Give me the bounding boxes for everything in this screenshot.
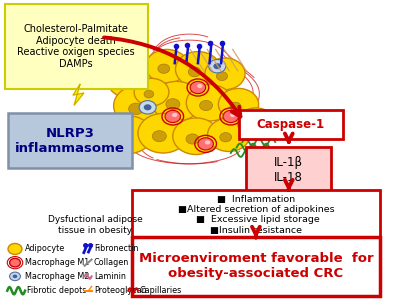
Text: IL-1β
IL-18: IL-1β IL-18	[274, 156, 303, 184]
FancyBboxPatch shape	[8, 114, 132, 168]
Circle shape	[223, 110, 238, 122]
Circle shape	[10, 272, 20, 281]
Circle shape	[190, 81, 206, 94]
Text: Cholesterol-Palmitate
Adipocyte death
Reactive oxigen species
DAMPs: Cholesterol-Palmitate Adipocyte death Re…	[17, 24, 135, 69]
Text: ■  Inflammation
■Altered secretion of adipokines
 ■  Excessive lipid storage
■In: ■ Inflammation ■Altered secretion of adi…	[178, 195, 334, 235]
Circle shape	[152, 131, 166, 142]
Circle shape	[230, 102, 241, 111]
Circle shape	[220, 132, 232, 142]
Circle shape	[237, 108, 274, 137]
Circle shape	[248, 121, 258, 129]
FancyBboxPatch shape	[4, 4, 148, 89]
Circle shape	[158, 64, 170, 73]
Circle shape	[139, 101, 156, 114]
Text: Fibrotic depots: Fibrotic depots	[27, 286, 86, 295]
Circle shape	[200, 100, 212, 110]
Circle shape	[213, 63, 221, 69]
Circle shape	[198, 138, 213, 150]
Circle shape	[197, 84, 202, 88]
Circle shape	[134, 78, 169, 106]
Text: Dysfuctional adipose
tissue in obesity: Dysfuctional adipose tissue in obesity	[48, 215, 143, 235]
Circle shape	[138, 114, 188, 153]
Circle shape	[114, 85, 166, 126]
FancyBboxPatch shape	[132, 237, 380, 296]
Circle shape	[107, 62, 154, 98]
Circle shape	[120, 77, 133, 88]
Text: Capillaries: Capillaries	[139, 286, 181, 295]
Text: Collagen: Collagen	[94, 258, 129, 267]
FancyBboxPatch shape	[132, 189, 380, 240]
Circle shape	[8, 244, 22, 254]
Circle shape	[218, 88, 259, 120]
Circle shape	[172, 113, 178, 117]
Circle shape	[104, 116, 152, 154]
Text: Fibronectin: Fibronectin	[94, 244, 138, 253]
Circle shape	[186, 134, 199, 144]
Circle shape	[152, 81, 202, 121]
Circle shape	[230, 113, 236, 117]
Circle shape	[205, 140, 210, 144]
Text: Macrophage M1: Macrophage M1	[25, 258, 89, 267]
Circle shape	[188, 67, 201, 77]
Circle shape	[165, 110, 180, 122]
Circle shape	[216, 72, 228, 80]
Circle shape	[146, 50, 188, 83]
Text: Adipocyte: Adipocyte	[25, 244, 65, 253]
FancyBboxPatch shape	[238, 110, 343, 139]
Text: NLRP3
inflammasome: NLRP3 inflammasome	[15, 127, 125, 155]
Circle shape	[10, 258, 20, 267]
Circle shape	[205, 58, 245, 90]
Text: Proteoglycan: Proteoglycan	[94, 286, 146, 295]
Polygon shape	[73, 84, 84, 105]
Text: Caspase-1: Caspase-1	[257, 118, 325, 131]
Text: Microenviroment favorable  for
obesity-associated CRC: Microenviroment favorable for obesity-as…	[139, 252, 373, 281]
Circle shape	[118, 132, 132, 143]
Text: Laminin: Laminin	[94, 272, 126, 281]
FancyBboxPatch shape	[246, 147, 331, 192]
Circle shape	[166, 99, 180, 110]
Circle shape	[173, 118, 219, 155]
Circle shape	[144, 90, 154, 98]
Circle shape	[128, 103, 143, 115]
Circle shape	[186, 84, 233, 121]
Circle shape	[176, 52, 220, 87]
Circle shape	[13, 274, 17, 278]
Circle shape	[208, 118, 250, 151]
Circle shape	[209, 59, 226, 73]
Circle shape	[144, 104, 152, 110]
Text: Macrophage M2: Macrophage M2	[25, 272, 90, 281]
